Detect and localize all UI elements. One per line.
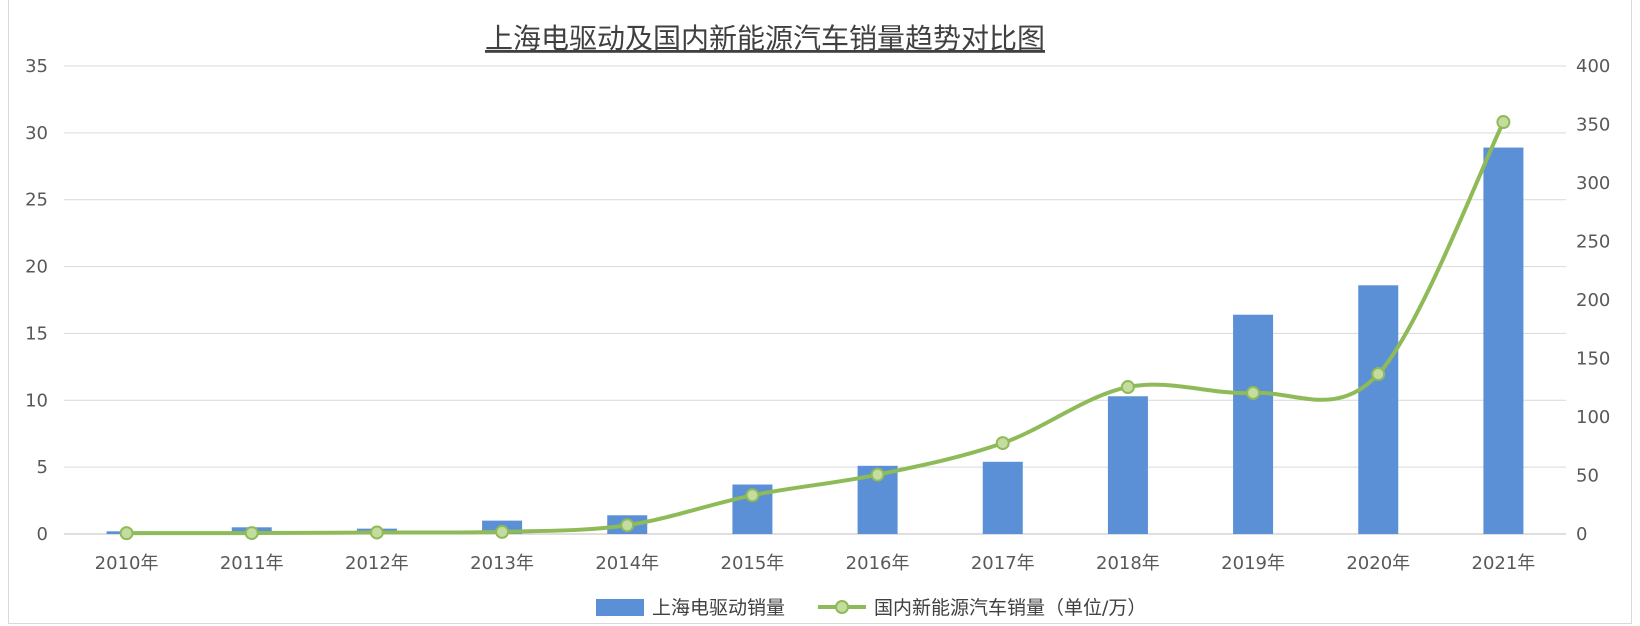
x-axis-ticks: 2010年 2011年 2012年 2013年 2014年 2015年 2016年 2017年… xyxy=(95,553,1536,574)
bar xyxy=(1233,314,1274,534)
right-tick-label: 0 xyxy=(1576,524,1587,545)
x-tick-label: 2011年 xyxy=(220,553,284,574)
line-point xyxy=(995,436,1010,451)
line-point xyxy=(119,526,134,541)
left-axis-ticks: 0 5 10 15 20 25 30 35 xyxy=(25,56,48,545)
right-tick-label: 200 xyxy=(1576,290,1610,311)
line-point xyxy=(1371,367,1386,382)
legend: 上海电驱动销量 国内新能源汽车销量（单位/万） xyxy=(596,597,1146,619)
x-tick-label: 2014年 xyxy=(595,553,659,574)
right-tick-label: 50 xyxy=(1576,466,1599,487)
right-tick-label: 400 xyxy=(1576,56,1610,77)
x-tick-label: 2012年 xyxy=(345,553,409,574)
line-point xyxy=(1496,115,1511,130)
series-line xyxy=(124,120,1506,536)
right-axis-ticks: 0 50 100 150 200 250 300 350 400 xyxy=(1576,56,1610,545)
right-tick-label: 300 xyxy=(1576,173,1610,194)
left-tick-label: 10 xyxy=(25,390,48,411)
x-tick-label: 2019年 xyxy=(1221,553,1285,574)
line-point xyxy=(745,488,760,503)
right-tick-label: 150 xyxy=(1576,349,1610,370)
line-point xyxy=(495,524,510,539)
left-tick-label: 15 xyxy=(25,323,48,344)
left-tick-label: 0 xyxy=(37,524,48,545)
line-point xyxy=(1120,380,1135,395)
legend-label-line: 国内新能源汽车销量（单位/万） xyxy=(874,597,1146,619)
legend-swatch-bar xyxy=(596,599,644,616)
left-tick-label: 25 xyxy=(25,190,48,211)
legend-swatch-marker xyxy=(835,600,849,614)
chart-title: 上海电驱动及国内新能源汽车销量趋势对比图 xyxy=(485,22,1045,55)
right-tick-label: 250 xyxy=(1576,232,1610,253)
x-tick-label: 2020年 xyxy=(1346,553,1410,574)
x-tick-label: 2017年 xyxy=(971,553,1035,574)
bar-series xyxy=(106,147,1524,534)
line-point xyxy=(244,526,259,541)
line-point xyxy=(870,467,885,482)
line-point xyxy=(1246,385,1261,400)
left-tick-label: 20 xyxy=(25,257,48,278)
left-tick-label: 30 xyxy=(25,123,48,144)
right-tick-label: 100 xyxy=(1576,407,1610,428)
left-tick-label: 5 xyxy=(37,457,48,478)
x-tick-label: 2021年 xyxy=(1472,553,1536,574)
x-tick-label: 2015年 xyxy=(721,553,785,574)
right-tick-label: 350 xyxy=(1576,115,1610,136)
line-point xyxy=(369,525,384,540)
line-point xyxy=(620,518,635,533)
line-series xyxy=(119,115,1511,541)
x-tick-label: 2018年 xyxy=(1096,553,1160,574)
bar xyxy=(1107,396,1148,534)
left-tick-label: 35 xyxy=(25,56,48,77)
bar xyxy=(982,461,1023,534)
x-tick-label: 2013年 xyxy=(470,553,534,574)
gridlines xyxy=(64,65,1566,535)
bar xyxy=(1483,147,1524,534)
bar xyxy=(1358,285,1399,534)
legend-label-bar: 上海电驱动销量 xyxy=(652,597,785,619)
x-tick-label: 2016年 xyxy=(846,553,910,574)
x-tick-label: 2010年 xyxy=(95,553,159,574)
